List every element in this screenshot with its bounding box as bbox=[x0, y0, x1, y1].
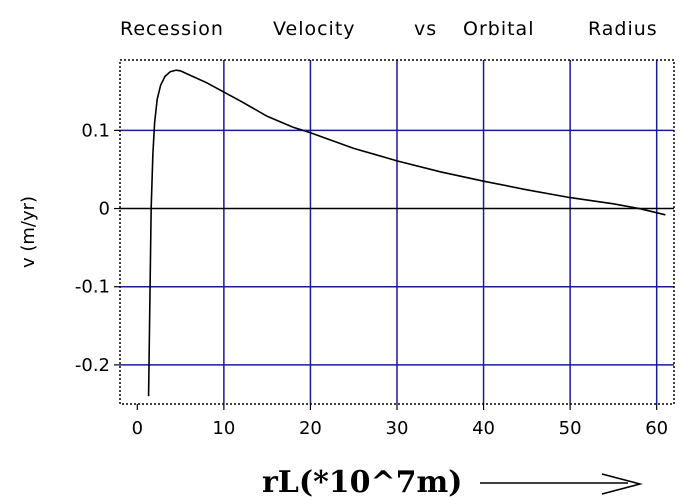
plot-frame bbox=[119, 59, 675, 405]
chart-title: Recession Velocity vs Orbital Radius bbox=[120, 18, 658, 40]
title-word: vs bbox=[414, 18, 437, 40]
x-tick-label: 0 bbox=[132, 418, 143, 439]
y-tick-label: 0 bbox=[99, 199, 110, 220]
y-axis-label: v (m/yr) bbox=[18, 196, 39, 268]
y-tick-label: -0.1 bbox=[75, 277, 110, 298]
x-axis: 0 10 20 30 40 50 60 bbox=[132, 404, 668, 439]
x-tick-label: 20 bbox=[299, 418, 322, 439]
grid bbox=[120, 60, 674, 404]
title-word: Velocity bbox=[273, 18, 356, 40]
y-axis: -0.2 -0.1 0 0.1 bbox=[75, 120, 120, 376]
y-tick-label: -0.2 bbox=[75, 355, 110, 376]
y-tick-label: 0.1 bbox=[81, 120, 110, 141]
title-word: Orbital bbox=[463, 18, 534, 40]
x-axis-label: rL(*10^7m) bbox=[262, 465, 462, 497]
series-line bbox=[147, 69, 666, 397]
x-tick-label: 60 bbox=[645, 418, 668, 439]
title-word: Recession bbox=[120, 18, 224, 40]
arrow-right-icon bbox=[480, 473, 643, 495]
x-tick-label: 30 bbox=[386, 418, 409, 439]
x-tick-label: 10 bbox=[212, 418, 235, 439]
title-word: Radius bbox=[588, 18, 658, 40]
x-tick-label: 50 bbox=[559, 418, 582, 439]
x-tick-label: 40 bbox=[472, 418, 495, 439]
